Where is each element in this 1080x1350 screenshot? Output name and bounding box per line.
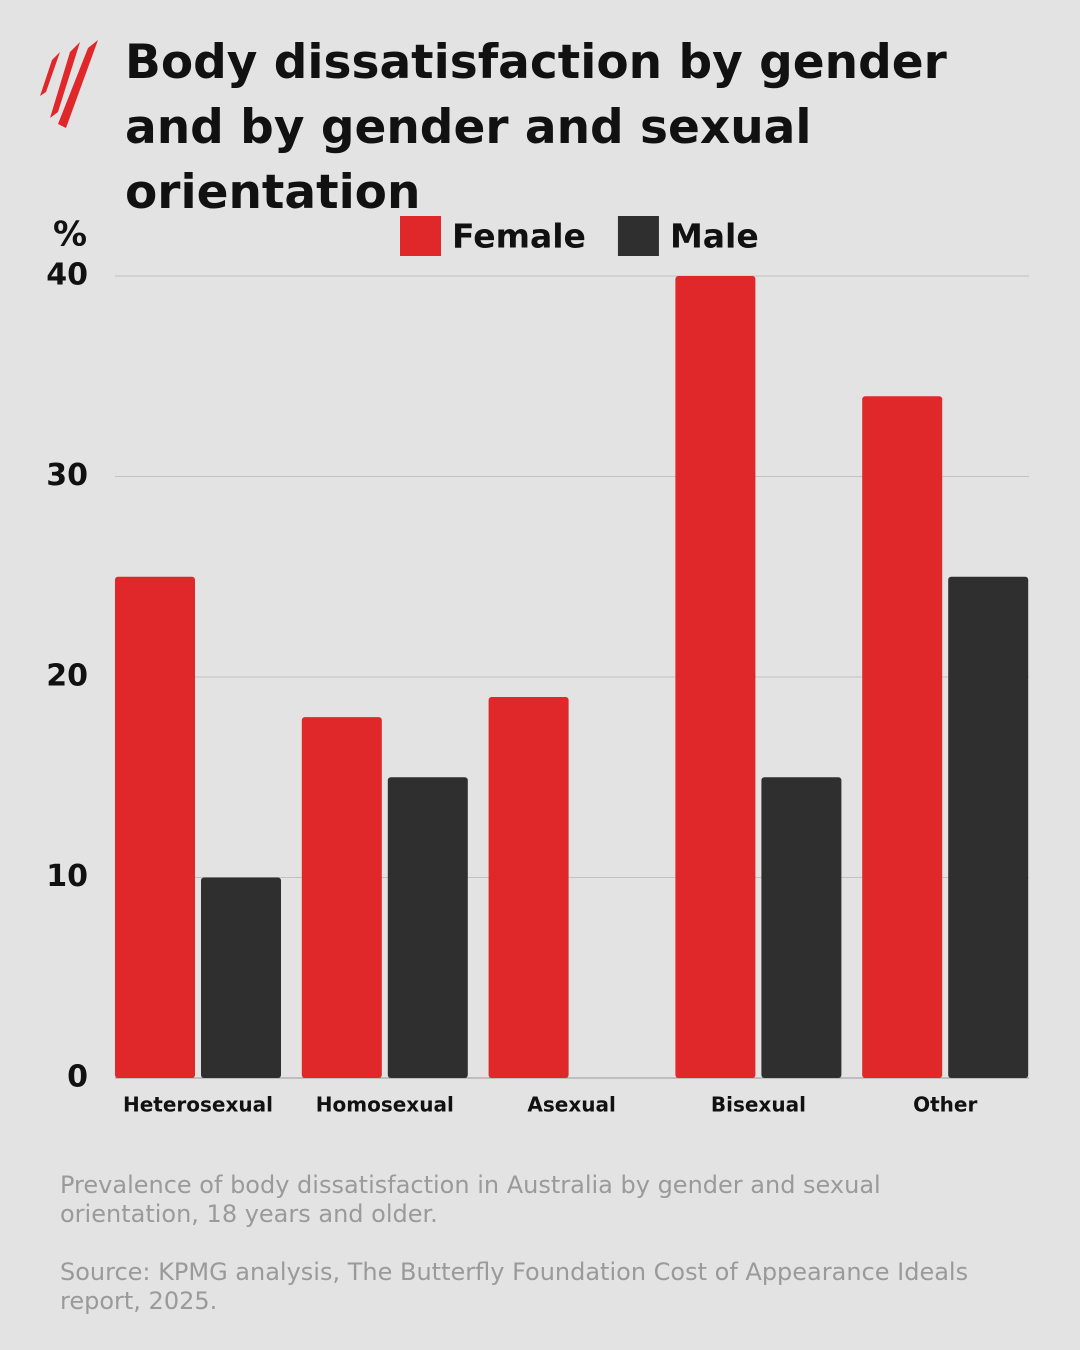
y-tick-label: 30: [46, 458, 88, 493]
bar: [675, 276, 756, 1078]
x-tick-label: Homosexual: [316, 1093, 454, 1117]
x-tick-label: Other: [913, 1093, 977, 1117]
legend-label: Male: [670, 217, 759, 256]
bar: [761, 777, 842, 1078]
y-axis-label: %: [53, 215, 87, 255]
y-tick-label: 0: [67, 1060, 88, 1095]
bar: [862, 396, 943, 1078]
legend-swatch: [400, 216, 441, 256]
x-tick-label: Heterosexual: [123, 1093, 273, 1117]
bar: [387, 777, 468, 1078]
y-tick-label: 20: [46, 659, 88, 694]
x-tick-label: Bisexual: [711, 1093, 806, 1117]
bar: [201, 877, 281, 1078]
y-tick-label: 40: [46, 258, 88, 293]
bar: [488, 697, 569, 1078]
bar: [115, 576, 195, 1078]
legend-swatch: [617, 216, 659, 256]
legend-label: Female: [452, 217, 586, 256]
chart-title: Body dissatisfaction by gender and by ge…: [125, 35, 947, 220]
chart-note: Prevalence of body dissatisfaction in Au…: [60, 1171, 881, 1228]
bar: [948, 576, 1029, 1078]
bar: [301, 717, 382, 1078]
y-tick-label: 10: [46, 859, 88, 894]
chart-source: Source: KPMG analysis, The Butterfly Fou…: [60, 1258, 969, 1315]
x-tick-label: Asexual: [527, 1093, 615, 1117]
logo: [40, 40, 98, 128]
